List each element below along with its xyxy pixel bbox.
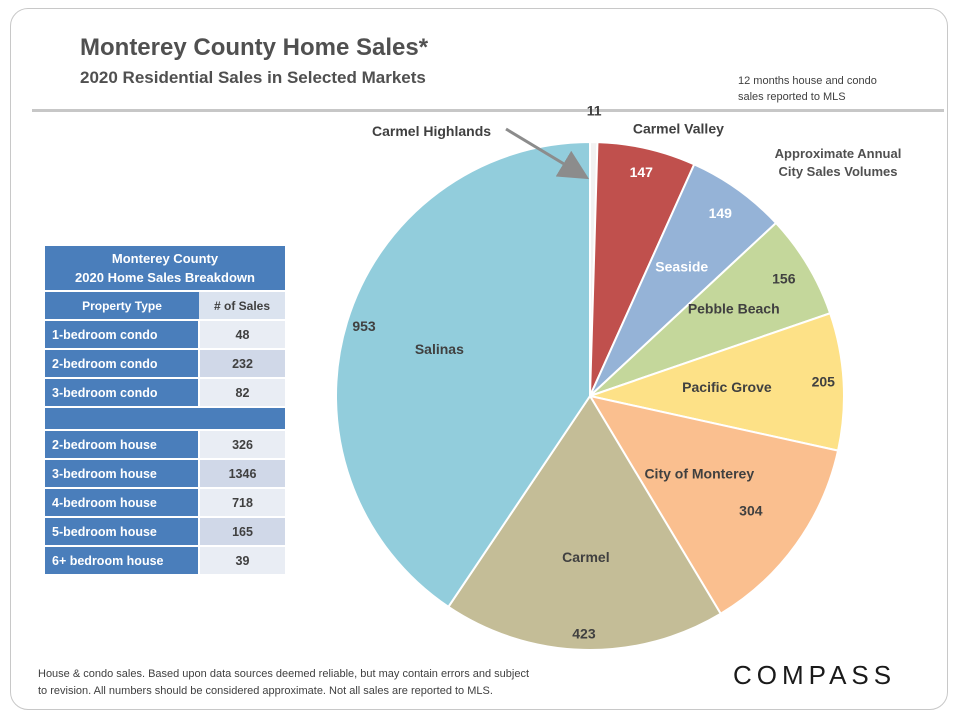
slice-label-carmel-valley: Carmel Valley xyxy=(633,120,724,136)
row-type: 1-bedroom condo xyxy=(45,319,199,349)
row-type: 3-bedroom condo xyxy=(45,377,199,407)
table-title-line2: 2020 Home Sales Breakdown xyxy=(75,270,255,285)
row-sales: 232 xyxy=(198,348,285,378)
footer-disclaimer: House & condo sales. Based upon data sou… xyxy=(38,666,658,700)
sales-breakdown-table: Monterey County 2020 Home Sales Breakdow… xyxy=(45,246,285,574)
table-title: Monterey County 2020 Home Sales Breakdow… xyxy=(45,246,285,292)
row-sales: 48 xyxy=(198,319,285,349)
slice-label-city-of-monterey: City of Monterey xyxy=(644,465,754,481)
table-row: 4-bedroom house 718 xyxy=(45,487,285,517)
table-row: 2-bedroom condo 232 xyxy=(45,348,285,378)
slice-label-carmel: Carmel xyxy=(562,549,609,565)
row-sales: 718 xyxy=(198,487,285,517)
header-note-line1: 12 months house and condo xyxy=(738,75,877,87)
page-subtitle: 2020 Residential Sales in Selected Marke… xyxy=(80,68,426,87)
row-type: 2-bedroom house xyxy=(45,429,199,459)
slice-value-seaside: 149 xyxy=(709,205,733,221)
pie-slice-city-of-monterey xyxy=(587,394,840,616)
table-row: 1-bedroom condo 48 xyxy=(45,319,285,349)
slice-value-salinas: 953 xyxy=(352,318,376,334)
row-type: 6+ bedroom house xyxy=(45,545,199,574)
row-type: 2-bedroom condo xyxy=(45,348,199,378)
header-note-line2: sales reported to MLS xyxy=(738,91,846,103)
header-divider xyxy=(32,109,944,112)
city-volumes-label-line2: City Sales Volumes xyxy=(778,164,898,179)
slice-value-city-of-monterey: 304 xyxy=(739,502,763,518)
row-type: 5-bedroom house xyxy=(45,516,199,546)
header-note: 12 months house and condo sales reported… xyxy=(738,73,938,105)
city-volumes-label-line1: Approximate Annual xyxy=(774,146,902,161)
slice-value-carmel-valley: 147 xyxy=(630,164,654,180)
table-row: 3-bedroom house 1346 xyxy=(45,458,285,488)
slice-value-pacific-grove: 205 xyxy=(812,373,836,389)
table-spacer-row xyxy=(45,406,285,430)
table-title-line1: Monterey County xyxy=(111,251,219,266)
pie-slice-salinas xyxy=(335,140,591,609)
table-row: 5-bedroom house 165 xyxy=(45,516,285,546)
compass-logo: COMPASS xyxy=(733,660,897,690)
callout-label: Carmel Highlands xyxy=(372,123,491,139)
pie-slice-carmel xyxy=(447,394,723,651)
footer-line1: House & condo sales. Based upon data sou… xyxy=(38,668,530,680)
slice-value-pebble-beach: 156 xyxy=(772,270,796,286)
page-title: Monterey County Home Sales* xyxy=(80,34,429,61)
row-sales: 326 xyxy=(198,429,285,459)
column-header-property-type: Property Type xyxy=(45,291,199,320)
footer-line2: to revision. All numbers should be consi… xyxy=(38,685,493,697)
slide-frame xyxy=(10,8,948,710)
city-volumes-label: Approximate Annual City Sales Volumes xyxy=(758,145,918,181)
pie-slice-pacific-grove xyxy=(586,311,845,452)
table-row: 6+ bedroom house 39 xyxy=(45,545,285,574)
row-sales: 82 xyxy=(198,377,285,407)
slice-label-seaside: Seaside xyxy=(655,259,708,275)
row-sales: 39 xyxy=(198,545,285,574)
slice-label-pebble-beach: Pebble Beach xyxy=(688,300,780,316)
row-type: 3-bedroom house xyxy=(45,458,199,488)
row-sales: 1346 xyxy=(198,458,285,488)
table-row: 2-bedroom house 326 xyxy=(45,429,285,459)
callout-arrow xyxy=(505,127,590,180)
row-type: 4-bedroom house xyxy=(45,487,199,517)
table-row: 3-bedroom condo 82 xyxy=(45,377,285,407)
slice-value-carmel: 423 xyxy=(572,625,596,641)
row-sales: 165 xyxy=(198,516,285,546)
slice-label-salinas: Salinas xyxy=(415,341,464,357)
slice-label-pacific-grove: Pacific Grove xyxy=(682,379,772,395)
slice-value-carmel-highlands: 11 xyxy=(587,102,602,118)
column-header-sales: # of Sales xyxy=(199,291,285,320)
